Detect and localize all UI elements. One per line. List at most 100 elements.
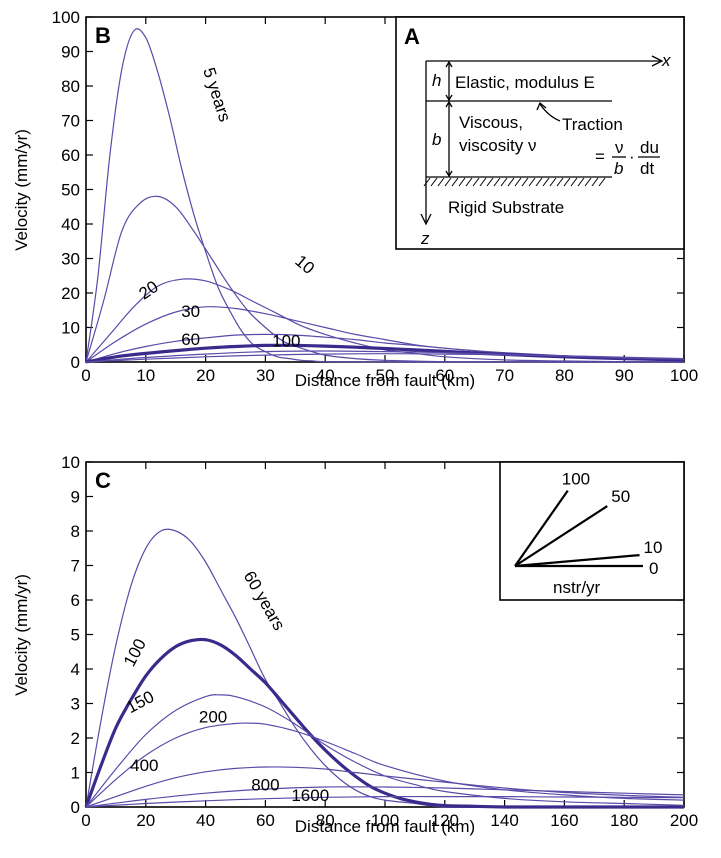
x-tick-label: 140 — [490, 811, 518, 830]
y-tick-label: 5 — [71, 626, 80, 645]
curve-label: 100 — [272, 331, 300, 350]
y-tick-label: 100 — [52, 8, 80, 27]
inset-a-diagram: A x z h b Elastic, modulus E Viscous, v — [395, 16, 685, 250]
hatch-mark — [430, 177, 438, 187]
panel-b-ticks: 0 10 20 30 40 50 60 70 80 90 100 0 10 20 30 40 50 60 70 80 9… — [52, 8, 699, 385]
traction-arrow — [539, 103, 561, 122]
x-tick-label: 70 — [495, 366, 514, 385]
hatch-mark — [486, 177, 494, 187]
series-line-200 — [85, 722, 685, 808]
b-dimension-arrows — [445, 100, 453, 178]
inset-a-frame — [395, 16, 685, 250]
hatch-mark — [584, 177, 592, 187]
viscous-label-2: viscosity ν — [459, 136, 536, 155]
curve-label: 100 — [120, 636, 150, 670]
hatch-mark — [591, 177, 599, 187]
y-tick-label: 50 — [61, 181, 80, 200]
y-tick-label: 4 — [71, 660, 80, 679]
hatch-mark — [542, 177, 550, 187]
x-tick-label: 100 — [670, 366, 698, 385]
hatch-mark — [423, 177, 431, 187]
h-label: h — [432, 71, 441, 90]
y-tick-label: 40 — [61, 215, 80, 234]
x-tick-label: 0 — [81, 811, 90, 830]
curve-label: 200 — [199, 707, 227, 726]
hatch-mark — [472, 177, 480, 187]
y-tick-label: 70 — [61, 112, 80, 131]
z-axis-label: z — [420, 229, 430, 248]
hatch-mark — [493, 177, 501, 187]
x-tick-label: 40 — [316, 366, 335, 385]
strain-rate-ray-label: 100 — [562, 470, 590, 489]
hatch-mark — [528, 177, 536, 187]
eq-du: du — [640, 138, 659, 157]
y-tick-label: 2 — [71, 729, 80, 748]
curve-label: 60 years — [240, 568, 289, 634]
panel-c-curves — [84, 528, 685, 809]
curve-label: 150 — [123, 687, 157, 717]
panel-b-letter: B — [95, 23, 111, 48]
series-line-150 — [85, 694, 685, 808]
panel-b-xlabel: Distance from fault (km) — [295, 371, 475, 390]
y-tick-label: 0 — [71, 353, 80, 372]
hatch-mark — [556, 177, 564, 187]
x-tick-label: 60 — [256, 811, 275, 830]
hatch-mark — [458, 177, 466, 187]
series-line-100 — [84, 637, 684, 809]
h-dimension-arrows — [445, 60, 453, 102]
strain-rate-ray-label: 0 — [649, 559, 658, 578]
y-tick-label: 10 — [61, 319, 80, 338]
x-tick-label: 80 — [316, 811, 335, 830]
eq-dt: dt — [640, 159, 654, 178]
hatch-mark — [479, 177, 487, 187]
series-line-200 — [85, 353, 685, 363]
curve-label: 10 — [291, 251, 318, 278]
eq-nu: ν — [615, 138, 624, 157]
hatch-mark — [549, 177, 557, 187]
x-tick-label: 200 — [670, 811, 698, 830]
x-tick-label: 0 — [81, 366, 90, 385]
elastic-label: Elastic, modulus E — [455, 73, 595, 92]
x-tick-label: 30 — [256, 366, 275, 385]
hatch-mark — [521, 177, 529, 187]
hatch-mark — [437, 177, 445, 187]
panel-b-chart: 0 10 20 30 40 50 60 70 80 90 100 0 10 20 30 40 50 60 70 80 9… — [12, 8, 698, 390]
x-tick-label: 10 — [136, 366, 155, 385]
traction-arrow-head-icon — [536, 101, 547, 111]
hatch-mark — [563, 177, 571, 187]
inset-a-letter: A — [404, 24, 420, 49]
x-tick-label: 20 — [136, 811, 155, 830]
curve-label: 20 — [135, 277, 161, 303]
curve-label: 1600 — [291, 786, 329, 805]
series-line-20 — [85, 278, 685, 363]
z-arrow-icon — [420, 213, 432, 226]
curve-label: 400 — [130, 756, 158, 775]
y-tick-label: 8 — [71, 522, 80, 541]
x-tick-label: 50 — [376, 366, 395, 385]
x-arrow-icon — [651, 55, 664, 67]
eq-equals: = — [595, 147, 605, 166]
hatch-mark — [598, 177, 606, 187]
curve-label: 800 — [251, 775, 279, 794]
x-tick-label: 100 — [371, 811, 399, 830]
panel-c-ylabel: Velocity (mm/yr) — [12, 574, 31, 696]
traction-label: Traction — [562, 115, 623, 134]
y-tick-label: 9 — [71, 488, 80, 507]
strain-rate-unit: nstr/yr — [553, 578, 601, 597]
series-line-800 — [85, 786, 685, 808]
y-tick-label: 10 — [61, 453, 80, 472]
x-tick-label: 90 — [615, 366, 634, 385]
strain-rate-ray — [514, 505, 608, 567]
y-tick-label: 90 — [61, 43, 80, 62]
x-tick-label: 40 — [196, 811, 215, 830]
hatch-mark — [514, 177, 522, 187]
panel-b-curves — [85, 28, 685, 364]
hatch-mark — [451, 177, 459, 187]
x-tick-label: 80 — [555, 366, 574, 385]
hatch-mark — [570, 177, 578, 187]
y-tick-label: 1 — [71, 764, 80, 783]
